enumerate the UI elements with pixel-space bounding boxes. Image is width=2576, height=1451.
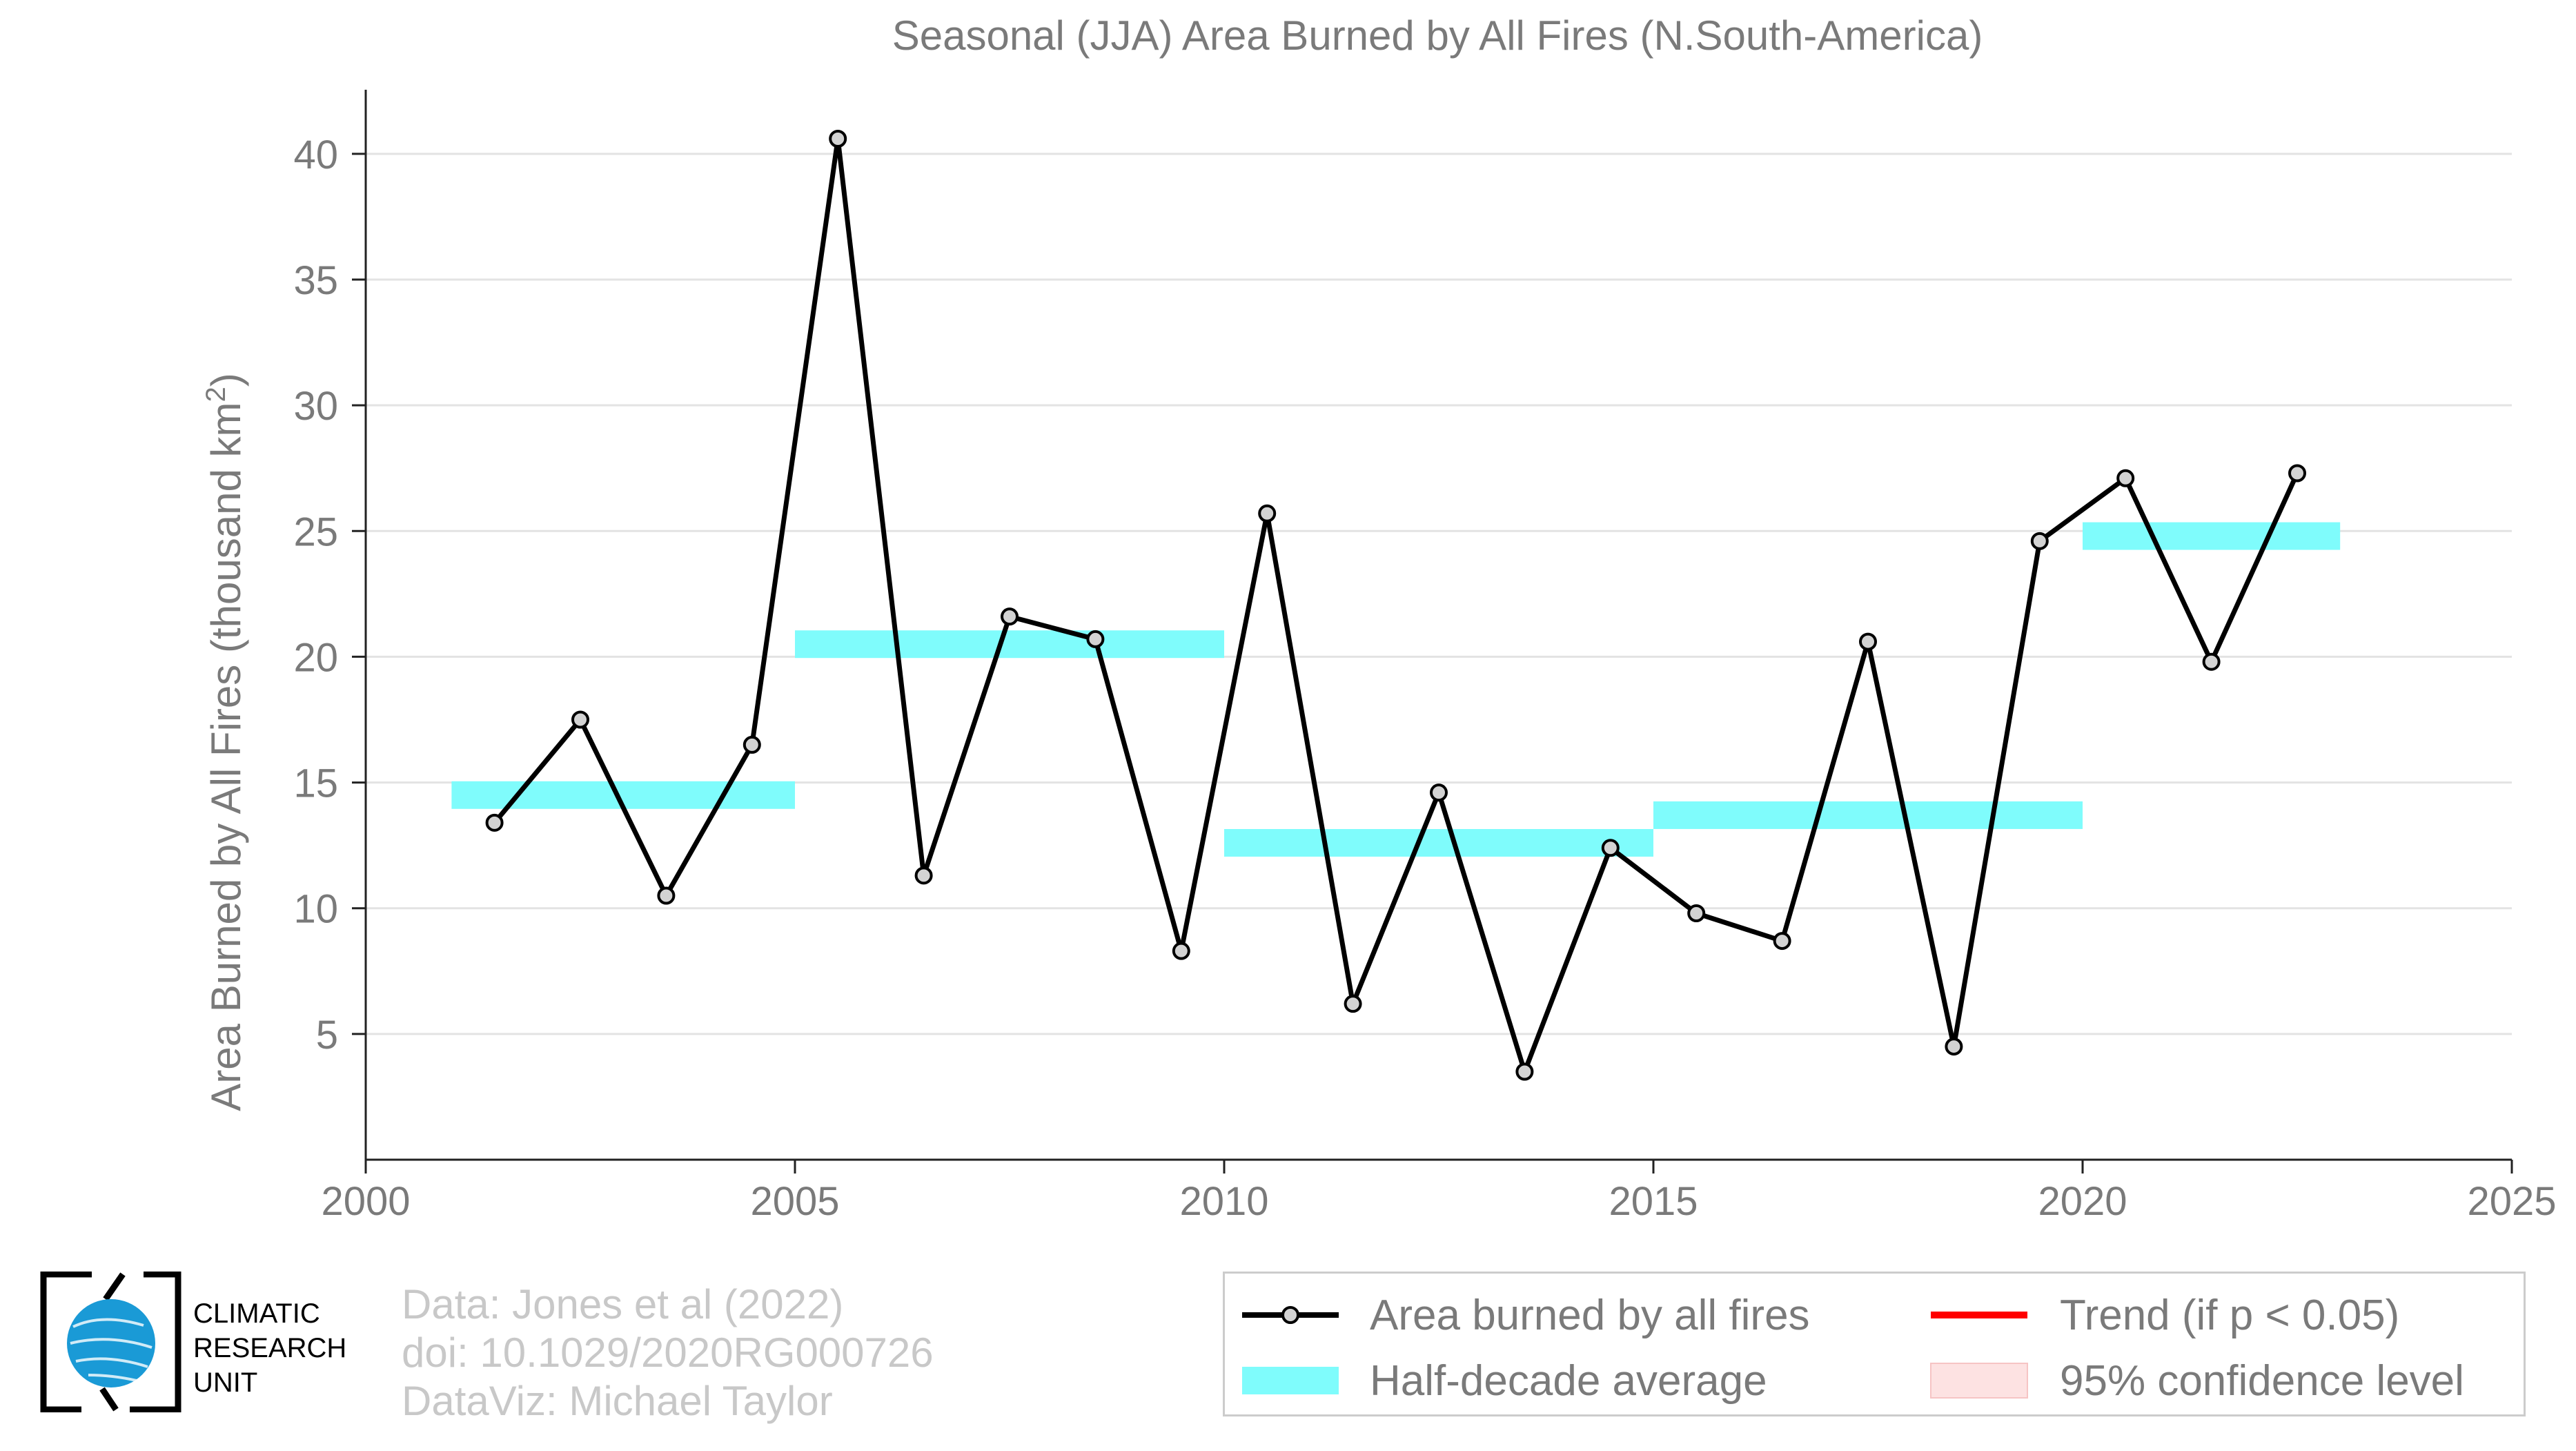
data-point — [2288, 464, 2306, 483]
y-axis-label: Area Burned by All Fires (thousand km2) — [201, 373, 249, 1111]
half-decade-average-bar — [795, 630, 1224, 659]
half-decade-average-bar — [1653, 801, 2083, 829]
data-point — [914, 866, 933, 885]
half-decade-average-bar — [2083, 522, 2341, 550]
cru-logo — [40, 1271, 181, 1413]
data-point — [1859, 632, 1877, 651]
data-point — [2116, 469, 2135, 487]
legend-label-trend: Trend (if p < 0.05) — [2060, 1292, 2400, 1339]
legend-label-half-decade: Half-decade average — [1370, 1357, 1767, 1405]
y-tick-label: 20 — [293, 635, 338, 680]
y-tick-label: 40 — [293, 133, 338, 177]
data-point — [1086, 630, 1105, 648]
x-tick-label: 2015 — [1609, 1179, 1698, 1224]
x-tick-label: 2025 — [2467, 1179, 2556, 1224]
logo-text-line2: RESEARCH — [193, 1333, 347, 1363]
legend-half-decade-swatch — [1242, 1367, 1339, 1394]
data-point — [2202, 652, 2221, 671]
data-point — [571, 710, 589, 729]
series-line — [492, 136, 2300, 1074]
logo-text-line3: UNIT — [193, 1367, 258, 1398]
legend-trend-swatch — [1931, 1312, 2027, 1318]
y-tick-label: 35 — [293, 258, 338, 303]
y-tick-label: 10 — [293, 887, 338, 932]
chart-title: Seasonal (JJA) Area Burned by All Fires … — [892, 12, 1983, 59]
legend-line-marker-swatch — [1242, 1306, 1339, 1324]
chart-legend: Area burned by all fires Trend (if p < 0… — [1223, 1272, 2526, 1416]
data-point — [1515, 1062, 1534, 1081]
cru-logo-mark — [40, 1271, 181, 1413]
y-tick-label: 5 — [316, 1013, 338, 1058]
credit-doi: doi: 10.1029/2020RG000726 — [402, 1330, 934, 1376]
credit-data-source: Data: Jones et al (2022) — [402, 1281, 844, 1327]
y-tick-label: 30 — [293, 384, 338, 429]
data-point — [1601, 839, 1620, 857]
data-point — [1258, 504, 1277, 523]
credit-dataviz: DataViz: Michael Taylor — [402, 1378, 833, 1424]
legend-confidence-swatch — [1930, 1363, 2028, 1399]
data-point — [743, 735, 761, 754]
legend-label-confidence: 95% confidence level — [2060, 1357, 2464, 1405]
x-tick-label: 2010 — [1179, 1179, 1268, 1224]
half-decade-average-bars — [451, 522, 2341, 857]
data-point — [1430, 783, 1448, 802]
data-point — [1687, 904, 1706, 922]
data-point — [1172, 942, 1190, 960]
y-tick-label: 25 — [293, 509, 338, 554]
x-tick-label: 2005 — [750, 1179, 839, 1224]
data-point — [1773, 932, 1791, 951]
data-point — [485, 813, 504, 832]
data-point — [657, 886, 676, 905]
data-point — [1344, 995, 1362, 1013]
data-point — [2030, 532, 2049, 550]
grid-lines — [366, 153, 2512, 1035]
legend-label-area-burned: Area burned by all fires — [1370, 1292, 1810, 1339]
logo-text-line1: CLIMATIC — [193, 1298, 320, 1329]
x-tick-label: 2020 — [2038, 1179, 2127, 1224]
half-decade-average-bar — [1224, 829, 1653, 857]
data-point — [1945, 1038, 1963, 1056]
data-point — [829, 130, 847, 148]
x-tick-label: 2000 — [321, 1179, 410, 1224]
y-tick-label: 15 — [293, 761, 338, 806]
data-point — [1001, 607, 1019, 626]
area-burned-line — [485, 130, 2306, 1081]
